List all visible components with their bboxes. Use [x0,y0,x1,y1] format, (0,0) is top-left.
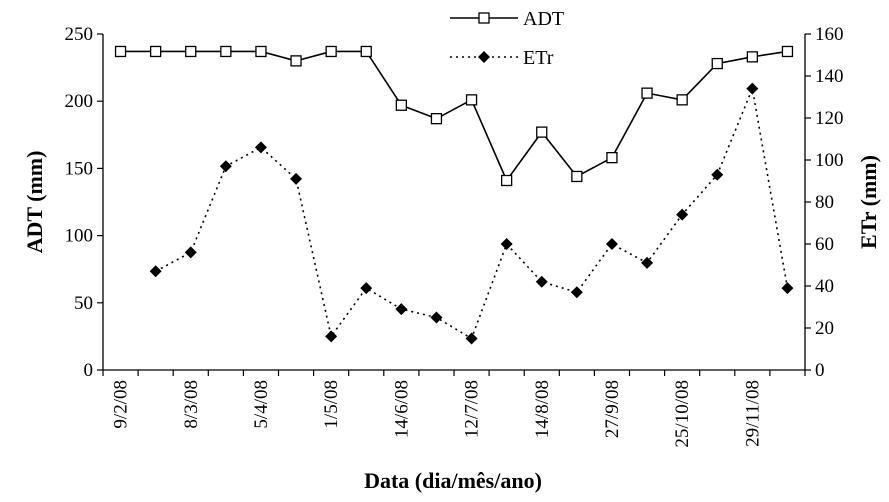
y-axis-right-title: ETr (mm) [856,155,881,249]
adt-point [676,94,688,106]
legend-marker-etr [478,51,490,63]
y-right-tick-label: 60 [815,234,834,255]
x-tick-label: 12/7/08 [462,380,483,438]
etr-point [254,141,267,154]
adt-point [746,51,758,63]
etr-point [781,282,794,295]
y-right-tick-label: 140 [815,66,844,87]
series-line-adt [120,50,788,183]
y-left-tick-label: 0 [84,360,94,381]
legend-label-etr: ETr [523,47,554,69]
x-tick-label: 14/6/08 [391,380,412,438]
series-layer [114,45,794,345]
x-tick-label: 29/11/08 [742,380,763,447]
etr-point [149,265,162,278]
etr-point [325,330,338,343]
adt-point [536,126,548,138]
y-axis-left-title: ADT (mm) [22,151,47,254]
x-tick-label: 27/9/08 [602,380,623,438]
y-right-tick-label: 0 [815,360,825,381]
adt-point [781,45,794,58]
adt-point [395,99,408,111]
adt-point [571,170,583,183]
etr-point [290,172,303,185]
adt-point [711,57,723,70]
adt-point [220,45,232,58]
etr-point [570,286,583,299]
legend-marker-adt [478,12,490,24]
x-tick-label: 8/3/08 [181,380,202,429]
etr-point [465,332,478,345]
y-left-tick-label: 150 [65,158,94,179]
x-tick-label: 25/10/08 [672,380,693,448]
y-right-tick-label: 20 [815,318,834,339]
adt-point [606,151,618,164]
etr-point [641,256,654,269]
x-tick-label: 1/5/08 [321,380,342,429]
etr-point [746,82,759,95]
adt-point [149,45,162,58]
y-left-tick-label: 100 [65,226,94,247]
etr-point [500,238,513,250]
adt-point [641,87,653,99]
adt-point [185,45,197,58]
x-tick-label: 5/4/08 [251,380,272,429]
etr-point [360,282,373,295]
x-tick-label: 9/2/08 [111,380,132,429]
etr-point [184,246,197,259]
adt-point [500,174,513,187]
y-left-tick-label: 50 [74,293,93,314]
adt-point [255,45,267,58]
etr-point [395,303,408,316]
x-tick-label: 14/8/08 [532,380,553,438]
legend-label-adt: ADT [523,8,564,30]
legend: ADT ETr [450,8,564,69]
y-left-tick-label: 250 [65,24,94,45]
adt-point [465,94,478,106]
etr-point [605,238,618,250]
adt-point [325,45,337,58]
y-right-tick-label: 40 [815,276,834,297]
y-left-tick-label: 200 [65,91,94,112]
y-right-tick-label: 80 [815,192,834,213]
y-right-tick-label: 100 [815,150,844,171]
x-axis-title: Data (dia/mês/ano) [364,468,542,493]
etr-point [711,168,724,181]
adt-point [430,113,443,125]
etr-point [535,275,548,288]
series-line-etr [155,85,789,340]
adt-point [290,55,302,67]
adt-point [360,45,372,58]
y-right-tick-label: 120 [815,108,844,129]
etr-point [219,160,232,173]
etr-point [430,311,443,324]
etr-point [676,208,689,221]
y-right-tick-label: 160 [815,24,844,45]
adt-point [114,45,127,58]
axes-layer: 0 50 100 150 200 250 0 20 40 60 80 100 120 140 160 9/2/… [65,24,844,448]
